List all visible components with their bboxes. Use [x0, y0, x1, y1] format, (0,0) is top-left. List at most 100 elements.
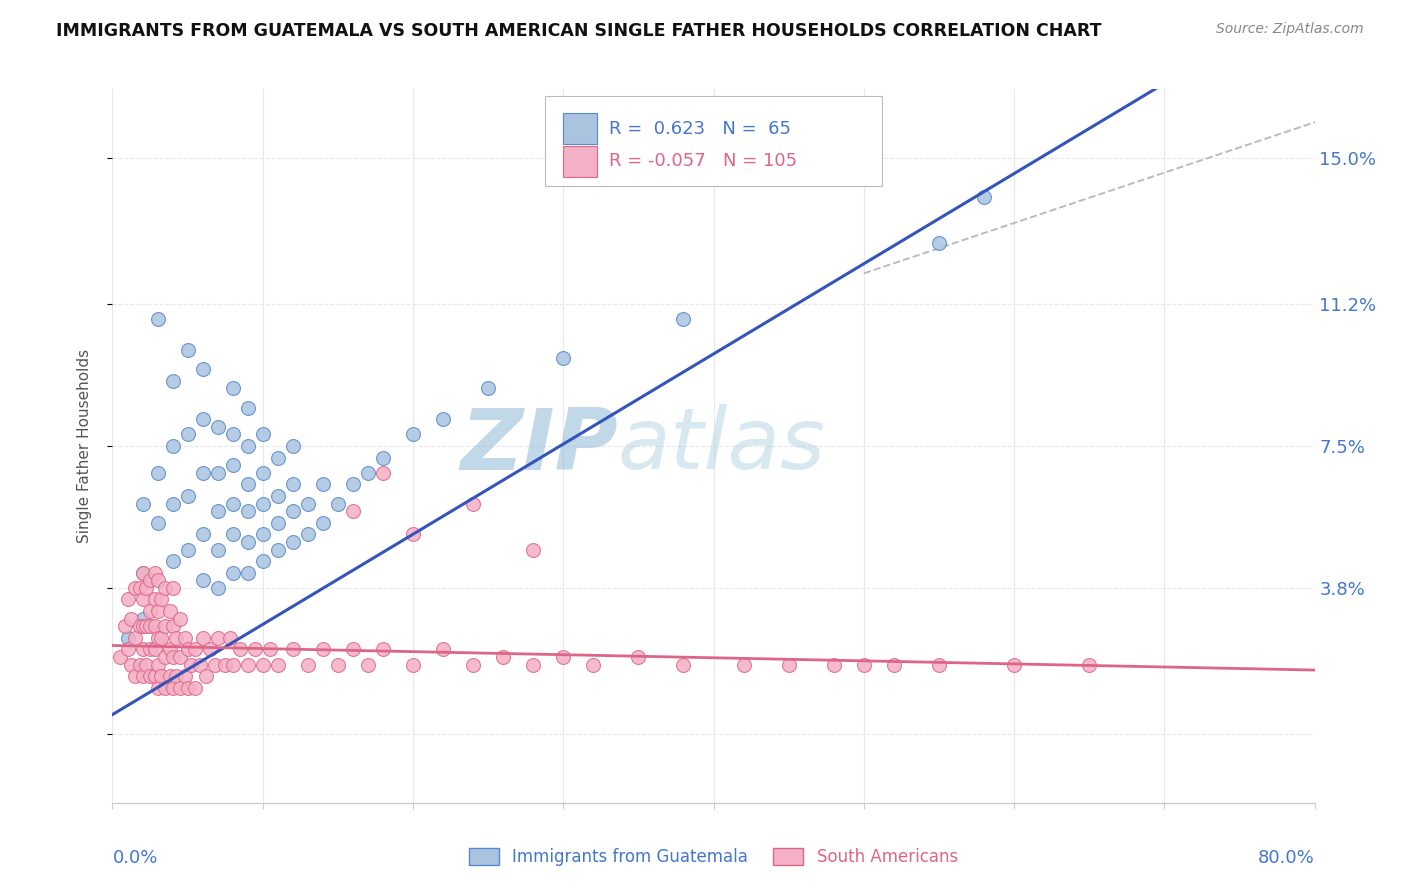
Point — [135, 619, 157, 633]
Point — [159, 604, 181, 618]
Point — [281, 535, 304, 549]
Point — [252, 427, 274, 442]
Text: Source: ZipAtlas.com: Source: ZipAtlas.com — [1216, 22, 1364, 37]
Text: IMMIGRANTS FROM GUATEMALA VS SOUTH AMERICAN SINGLE FATHER HOUSEHOLDS CORRELATION: IMMIGRANTS FROM GUATEMALA VS SOUTH AMERI… — [56, 22, 1102, 40]
Point — [176, 681, 198, 695]
Point — [492, 650, 515, 665]
Point — [143, 566, 166, 580]
Point — [236, 477, 259, 491]
Point — [252, 657, 274, 672]
Point — [131, 497, 153, 511]
FancyBboxPatch shape — [546, 96, 882, 186]
Point — [191, 574, 214, 588]
Point — [149, 592, 172, 607]
Point — [176, 542, 198, 557]
Point — [229, 642, 252, 657]
Point — [236, 657, 259, 672]
Point — [371, 450, 394, 465]
Point — [117, 592, 139, 607]
Point — [131, 566, 153, 580]
Point — [312, 477, 335, 491]
Point — [146, 657, 169, 672]
Point — [124, 581, 146, 595]
Point — [267, 489, 290, 503]
Point — [1002, 657, 1025, 672]
Point — [173, 631, 195, 645]
Text: 80.0%: 80.0% — [1258, 849, 1315, 867]
Point — [267, 657, 290, 672]
Point — [114, 619, 136, 633]
Point — [432, 412, 454, 426]
Point — [139, 619, 162, 633]
Point — [402, 427, 425, 442]
Point — [173, 669, 195, 683]
Point — [371, 466, 394, 480]
Point — [823, 657, 845, 672]
Y-axis label: Single Father Households: Single Father Households — [77, 349, 91, 543]
Point — [162, 650, 184, 665]
Point — [143, 642, 166, 657]
Point — [553, 351, 575, 365]
Point — [281, 477, 304, 491]
Point — [214, 657, 236, 672]
Point — [218, 631, 240, 645]
Point — [176, 343, 198, 357]
Point — [312, 642, 335, 657]
Point — [191, 362, 214, 376]
Point — [188, 657, 211, 672]
Point — [117, 631, 139, 645]
Point — [131, 669, 153, 683]
Point — [139, 604, 162, 618]
Point — [252, 466, 274, 480]
Point — [146, 312, 169, 326]
Point — [143, 669, 166, 683]
Point — [159, 642, 181, 657]
Point — [245, 642, 267, 657]
Point — [124, 669, 146, 683]
Point — [297, 657, 319, 672]
Point — [146, 516, 169, 530]
Point — [672, 312, 695, 326]
Point — [281, 504, 304, 518]
Point — [131, 592, 153, 607]
Point — [236, 401, 259, 415]
Point — [267, 450, 290, 465]
Point — [432, 642, 454, 657]
Point — [207, 419, 229, 434]
Point — [371, 642, 394, 657]
Point — [222, 527, 245, 541]
Point — [252, 497, 274, 511]
Point — [191, 412, 214, 426]
Point — [139, 574, 162, 588]
Point — [149, 631, 172, 645]
Point — [236, 566, 259, 580]
Point — [1078, 657, 1101, 672]
Point — [162, 681, 184, 695]
Point — [236, 535, 259, 549]
Point — [131, 612, 153, 626]
Point — [128, 619, 150, 633]
Point — [184, 681, 207, 695]
Point — [120, 612, 142, 626]
Point — [184, 642, 207, 657]
Point — [146, 681, 169, 695]
Point — [222, 427, 245, 442]
Point — [267, 516, 290, 530]
Point — [342, 642, 364, 657]
Point — [222, 497, 245, 511]
Point — [120, 657, 142, 672]
Point — [357, 466, 380, 480]
Point — [139, 642, 162, 657]
Point — [159, 669, 181, 683]
Point — [153, 650, 176, 665]
Point — [153, 581, 176, 595]
Point — [124, 631, 146, 645]
Point — [176, 642, 198, 657]
Point — [207, 542, 229, 557]
Point — [883, 657, 905, 672]
Point — [153, 681, 176, 695]
Point — [162, 581, 184, 595]
Point — [135, 657, 157, 672]
Point — [149, 669, 172, 683]
Point — [207, 466, 229, 480]
